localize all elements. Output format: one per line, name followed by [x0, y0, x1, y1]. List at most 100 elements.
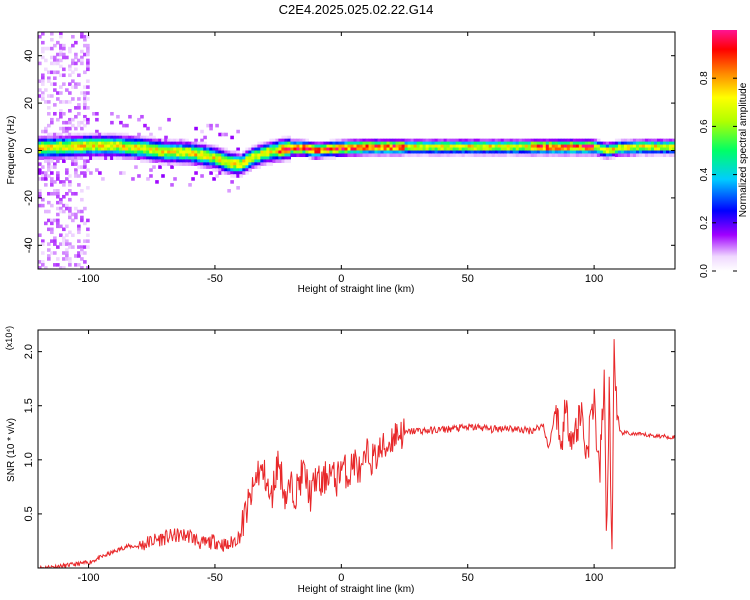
- heatmap-cell: [188, 144, 192, 149]
- heatmap-cell: [614, 150, 619, 155]
- heatmap-cell: [404, 141, 409, 146]
- heatmap-cell: [278, 156, 282, 160]
- heatmap-cell: [59, 180, 63, 184]
- heatmap-cell: [287, 135, 291, 140]
- heatmap-cell: [107, 153, 111, 158]
- heatmap-cell: [437, 150, 442, 155]
- heatmap-cell: [98, 135, 102, 140]
- heatmap-cell: [239, 162, 243, 166]
- heatmap-cell: [641, 153, 646, 158]
- heatmap-cell: [590, 141, 595, 146]
- heatmap-cell: [266, 141, 270, 146]
- heatmap-cell: [131, 153, 135, 158]
- heatmap-cell: [503, 141, 508, 146]
- heatmap-cell: [68, 209, 72, 214]
- heatmap-cell: [68, 144, 72, 149]
- heatmap-cell: [599, 150, 604, 155]
- heatmap-cell: [341, 138, 346, 143]
- heatmap-cell: [125, 135, 129, 140]
- heatmap-cell: [50, 183, 54, 187]
- heatmap-cell: [314, 156, 319, 160]
- heatmap-cell: [80, 156, 84, 160]
- heatmap-cell: [62, 203, 66, 208]
- heatmap-cell: [563, 138, 568, 143]
- heatmap-cell: [200, 138, 204, 143]
- heatmap-cell: [218, 162, 222, 166]
- heatmap-cell: [485, 141, 490, 146]
- heatmap-cell: [290, 141, 295, 146]
- heatmap-cell: [47, 144, 51, 149]
- heatmap-cell: [188, 153, 192, 158]
- heatmap-cell: [494, 147, 499, 152]
- heatmap-cell: [566, 153, 571, 158]
- heatmap-cell: [341, 147, 346, 152]
- heatmap-cell: [671, 144, 675, 149]
- heatmap-cell: [212, 150, 216, 155]
- heatmap-cell: [41, 32, 45, 36]
- heatmap-cell: [47, 70, 51, 75]
- heatmap-cell: [647, 147, 652, 152]
- heatmap-cell: [449, 153, 454, 158]
- heatmap-cell: [503, 153, 508, 158]
- heatmap-cell: [452, 150, 457, 155]
- heatmap-cell: [149, 159, 153, 163]
- heatmap-cell: [401, 150, 406, 155]
- heatmap-cell: [38, 191, 42, 196]
- heatmap-cell: [68, 150, 72, 155]
- heatmap-cell: [74, 168, 78, 172]
- heatmap-cell: [419, 144, 424, 149]
- heatmap-cell: [257, 156, 261, 160]
- heatmap-cell: [71, 97, 75, 101]
- heatmap-cell: [68, 120, 72, 125]
- heatmap-cell: [407, 138, 412, 143]
- heatmap-cell: [122, 138, 126, 143]
- heatmap-cell: [608, 153, 613, 158]
- heatmap-cell: [278, 147, 282, 152]
- spectrogram-y-tick-label: -40: [23, 237, 35, 253]
- heatmap-cell: [527, 144, 532, 149]
- heatmap-cell: [326, 156, 331, 160]
- heatmap-cell: [524, 144, 529, 149]
- heatmap-cell: [140, 147, 144, 152]
- heatmap-cell: [77, 251, 81, 255]
- heatmap-cell: [113, 141, 117, 146]
- heatmap-cell: [89, 153, 93, 158]
- heatmap-cell: [275, 153, 279, 158]
- heatmap-cell: [440, 147, 445, 152]
- heatmap-cell: [71, 61, 75, 66]
- heatmap-cell: [155, 180, 159, 184]
- heatmap-cell: [491, 147, 496, 152]
- heatmap-cell: [443, 153, 448, 158]
- heatmap-cell: [149, 150, 153, 155]
- heatmap-cell: [563, 153, 568, 158]
- heatmap-cell: [476, 138, 481, 143]
- heatmap-cell: [635, 153, 640, 158]
- heatmap-cell: [281, 144, 285, 149]
- heatmap-cell: [245, 153, 249, 158]
- heatmap-cell: [179, 150, 183, 155]
- heatmap-cell: [542, 138, 547, 143]
- heatmap-cell: [353, 144, 358, 149]
- heatmap-cell: [170, 153, 174, 158]
- heatmap-cell: [452, 147, 457, 152]
- snr-y-label: SNR (10 * v/v): [6, 418, 17, 482]
- heatmap-cell: [248, 156, 252, 160]
- heatmap-cell: [275, 159, 279, 163]
- spectrogram-y-tick-label: 40: [23, 50, 35, 62]
- heatmap-cell: [215, 147, 219, 152]
- heatmap-cell: [116, 132, 120, 137]
- heatmap-cell: [458, 147, 463, 152]
- heatmap-cell: [44, 46, 48, 51]
- heatmap-cell: [41, 177, 45, 181]
- heatmap-cell: [116, 141, 120, 146]
- heatmap-cell: [221, 162, 225, 166]
- heatmap-cell: [53, 263, 57, 267]
- heatmap-cell: [419, 147, 424, 152]
- heatmap-cell: [392, 144, 397, 149]
- heatmap-cell: [143, 138, 147, 143]
- heatmap-cell: [137, 147, 141, 152]
- heatmap-cell: [548, 138, 553, 143]
- heatmap-cell: [656, 144, 661, 149]
- heatmap-cell: [128, 147, 132, 152]
- heatmap-cell: [50, 141, 54, 146]
